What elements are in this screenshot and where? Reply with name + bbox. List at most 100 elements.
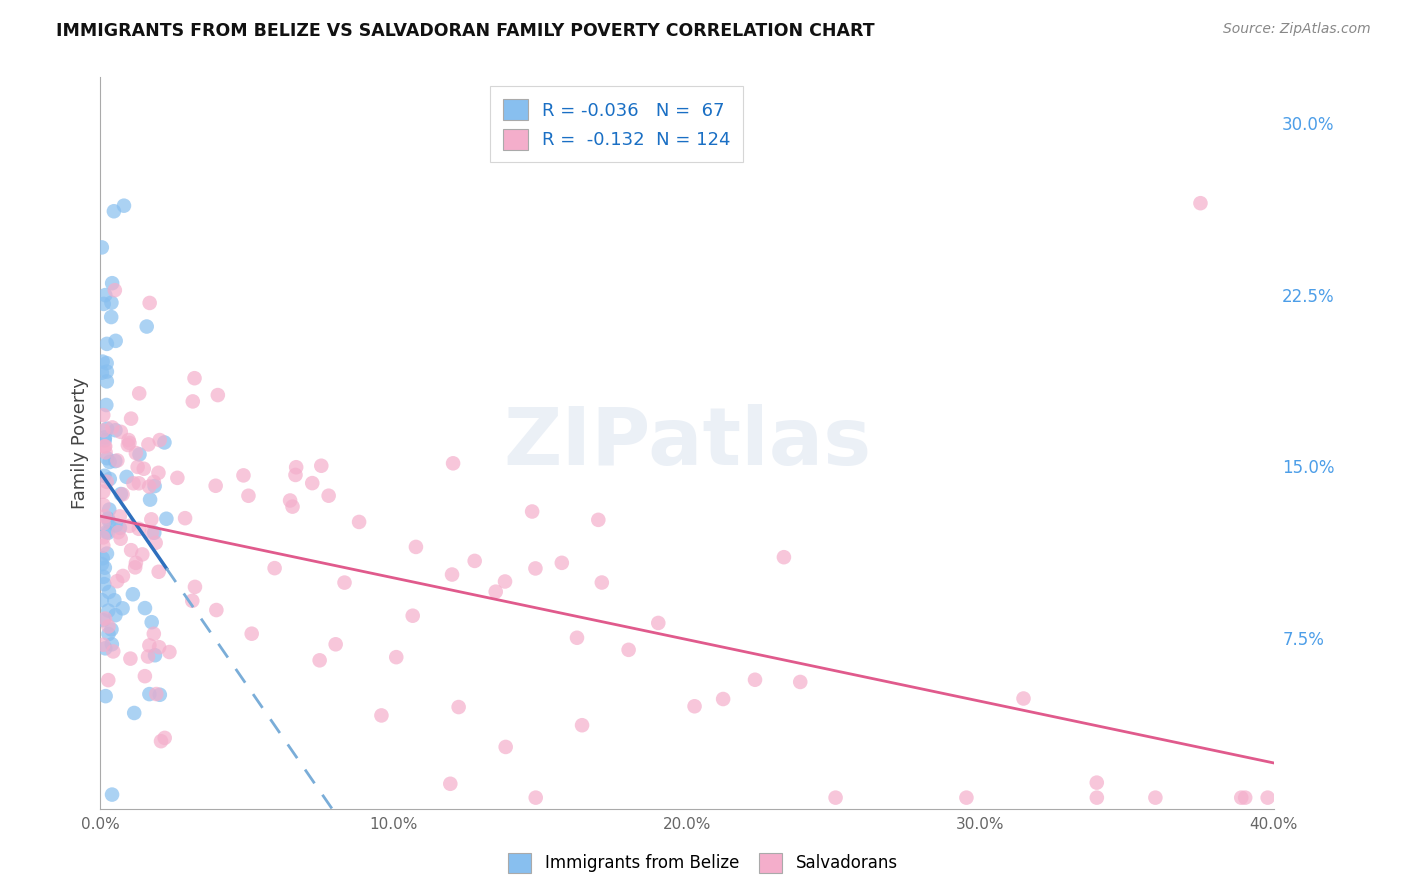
Point [96, 422, 118, 436]
Point [824, 790, 846, 805]
Point [166, 471, 188, 485]
Point [120, 543, 142, 558]
Point [101, 788, 124, 802]
Point [97, 673, 120, 687]
Point [441, 567, 464, 582]
Point [148, 640, 170, 655]
Point [100, 310, 122, 324]
Point [104, 283, 127, 297]
Point [1144, 790, 1167, 805]
Point [284, 467, 307, 482]
Point [789, 675, 811, 690]
Point [94, 509, 117, 524]
Point [98, 472, 121, 486]
Point [120, 411, 142, 425]
Point [143, 648, 166, 663]
Point [100, 623, 122, 637]
Point [122, 476, 145, 491]
Point [181, 594, 204, 608]
Point [98, 502, 121, 516]
Point [97, 585, 120, 599]
Point [111, 569, 134, 583]
Point [683, 699, 706, 714]
Point [311, 458, 333, 473]
Point [263, 561, 285, 575]
Point [104, 454, 127, 468]
Point [96, 398, 118, 412]
Point [402, 608, 425, 623]
Point [955, 790, 977, 805]
Point [524, 561, 547, 575]
Point [647, 615, 669, 630]
Point [301, 476, 323, 491]
Point [94, 560, 117, 574]
Point [128, 386, 150, 401]
Point [131, 548, 153, 562]
Point [93, 468, 115, 483]
Point [96, 356, 118, 370]
Point [141, 512, 163, 526]
Point [101, 276, 124, 290]
Text: ZIPatlas: ZIPatlas [503, 404, 872, 483]
Point [120, 651, 142, 665]
Point [183, 371, 205, 385]
Point [136, 649, 159, 664]
Point [117, 433, 139, 447]
Point [121, 587, 143, 601]
Text: Source: ZipAtlas.com: Source: ZipAtlas.com [1223, 22, 1371, 37]
Point [107, 525, 129, 540]
Point [240, 626, 263, 640]
Point [591, 575, 613, 590]
Point [90, 593, 112, 607]
Point [520, 504, 543, 518]
Point [153, 435, 176, 450]
Point [96, 337, 118, 351]
Point [91, 539, 114, 553]
Point [105, 518, 128, 533]
Point [104, 608, 127, 623]
Point [150, 734, 173, 748]
Point [134, 601, 156, 615]
Point [98, 455, 121, 469]
Point [207, 388, 229, 402]
Point [96, 525, 118, 540]
Point [97, 627, 120, 641]
Point [103, 593, 125, 607]
Point [94, 288, 117, 302]
Point [90, 366, 112, 380]
Point [97, 619, 120, 633]
Point [149, 688, 172, 702]
Point [238, 489, 260, 503]
Point [143, 479, 166, 493]
Point [96, 375, 118, 389]
Point [1012, 691, 1035, 706]
Point [96, 451, 118, 466]
Point [105, 574, 128, 589]
Point [110, 425, 132, 439]
Point [325, 637, 347, 651]
Point [91, 530, 114, 544]
Point [333, 575, 356, 590]
Point [285, 460, 308, 475]
Point [139, 492, 162, 507]
Point [1189, 196, 1212, 211]
Point [125, 556, 148, 570]
Point [149, 433, 172, 447]
Point [464, 554, 486, 568]
Point [94, 430, 117, 444]
Point [138, 479, 160, 493]
Point [103, 204, 125, 219]
Point [773, 550, 796, 565]
Point [347, 515, 370, 529]
Point [138, 687, 160, 701]
Point [93, 516, 115, 531]
Point [1085, 775, 1108, 789]
Point [97, 525, 120, 540]
Point [138, 437, 160, 451]
Point [128, 447, 150, 461]
Point [447, 700, 470, 714]
Point [232, 468, 254, 483]
Point [93, 498, 115, 512]
Point [281, 500, 304, 514]
Point [744, 673, 766, 687]
